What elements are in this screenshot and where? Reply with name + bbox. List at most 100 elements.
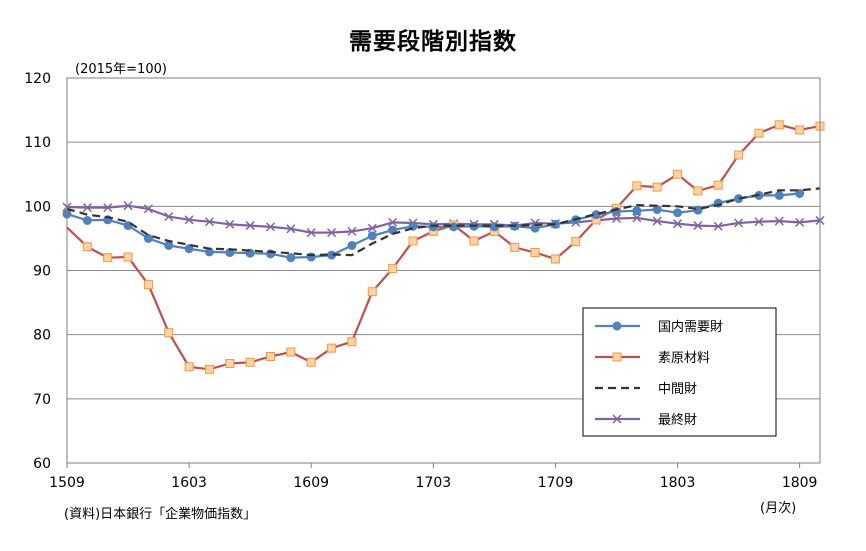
data-point <box>734 218 744 228</box>
x-tick-label: 1609 <box>293 475 329 491</box>
data-point <box>103 253 113 263</box>
data-point <box>388 217 398 227</box>
data-point <box>306 357 316 367</box>
data-point <box>143 233 153 243</box>
data-point <box>774 190 784 200</box>
data-point <box>693 205 703 215</box>
data-point <box>795 125 805 135</box>
y-tick-label: 90 <box>33 264 51 280</box>
x-tick-label: 1603 <box>171 475 207 491</box>
series-final-goods <box>62 201 825 238</box>
data-point <box>306 228 316 238</box>
data-point <box>266 351 276 361</box>
data-point <box>652 182 662 192</box>
data-point <box>632 181 642 191</box>
data-point <box>82 215 92 225</box>
data-point <box>632 213 642 223</box>
data-point <box>510 242 520 252</box>
data-point <box>82 203 92 213</box>
x-axis: 1509 1603 1609 1703 1709 1803 1809 <box>49 463 817 491</box>
y-tick-label: 80 <box>33 328 51 344</box>
data-point <box>204 364 214 374</box>
data-point <box>184 215 194 225</box>
data-point <box>754 217 764 227</box>
data-point <box>245 357 255 367</box>
x-tick-label: 1703 <box>416 475 452 491</box>
legend-item: 素原材料 <box>595 351 710 366</box>
data-point <box>652 216 662 226</box>
legend-marker <box>612 321 622 331</box>
legend-label: 最終財 <box>658 412 697 428</box>
series-line <box>66 187 821 257</box>
data-point <box>367 287 377 297</box>
data-point <box>774 120 784 130</box>
x-tick-label: 1803 <box>660 475 696 491</box>
data-point <box>184 244 194 254</box>
data-point <box>286 224 296 234</box>
legend-label: 国内需要財 <box>658 319 723 335</box>
data-point <box>774 216 784 226</box>
data-point <box>164 328 174 338</box>
y-tick-label: 60 <box>33 456 51 472</box>
data-point <box>327 228 337 238</box>
data-point <box>184 362 194 372</box>
plot-frame <box>66 77 821 464</box>
data-point <box>123 201 133 211</box>
data-point <box>367 223 377 233</box>
y-tick-label: 100 <box>24 199 51 215</box>
data-point <box>347 240 357 250</box>
data-point <box>225 359 235 369</box>
legend-label: 中間財 <box>658 382 697 397</box>
y-axis: 60 70 80 90 100 110 120 <box>24 71 51 472</box>
data-point <box>347 226 357 236</box>
chart-title: 需要段階別指数 <box>349 29 517 55</box>
legend-item: 中間財 <box>595 382 697 397</box>
x-unit-label: (月次) <box>760 501 797 516</box>
data-point <box>367 231 377 241</box>
data-point <box>693 186 703 196</box>
series-intermediate <box>66 187 821 257</box>
data-point <box>103 203 113 213</box>
data-point <box>449 222 459 232</box>
data-point <box>164 240 174 250</box>
data-point <box>754 128 764 138</box>
data-point <box>591 210 601 220</box>
x-tick-label: 1509 <box>49 475 85 491</box>
data-point <box>571 237 581 247</box>
data-point <box>713 180 723 190</box>
data-point <box>673 219 683 229</box>
x-tick-label: 1709 <box>538 475 574 491</box>
data-point <box>82 242 92 252</box>
data-point <box>469 236 479 246</box>
data-point <box>489 222 499 232</box>
series-line <box>66 204 821 234</box>
data-point <box>795 189 805 198</box>
data-point <box>795 217 805 227</box>
data-point <box>245 221 255 231</box>
data-point <box>204 217 214 227</box>
data-point <box>123 252 133 262</box>
data-point <box>530 248 540 258</box>
data-point <box>428 222 438 232</box>
data-point <box>143 204 153 214</box>
data-point <box>673 208 683 218</box>
legend-item: 最終財 <box>595 412 697 428</box>
legend-marker <box>612 414 622 424</box>
y-tick-label: 120 <box>24 71 51 87</box>
data-point <box>265 222 276 232</box>
data-point <box>347 337 357 347</box>
data-point <box>286 253 296 263</box>
data-point <box>327 343 337 353</box>
legend-item: 国内需要財 <box>595 319 723 335</box>
data-point <box>734 150 744 160</box>
data-point <box>408 236 418 246</box>
data-point <box>143 280 153 290</box>
source-label: (資料)日本銀行「企業物価指数」 <box>64 507 257 522</box>
data-point <box>164 212 174 222</box>
data-point <box>225 219 235 229</box>
x-tick-label: 1809 <box>782 475 818 491</box>
data-point <box>550 254 560 264</box>
data-point <box>388 264 398 274</box>
